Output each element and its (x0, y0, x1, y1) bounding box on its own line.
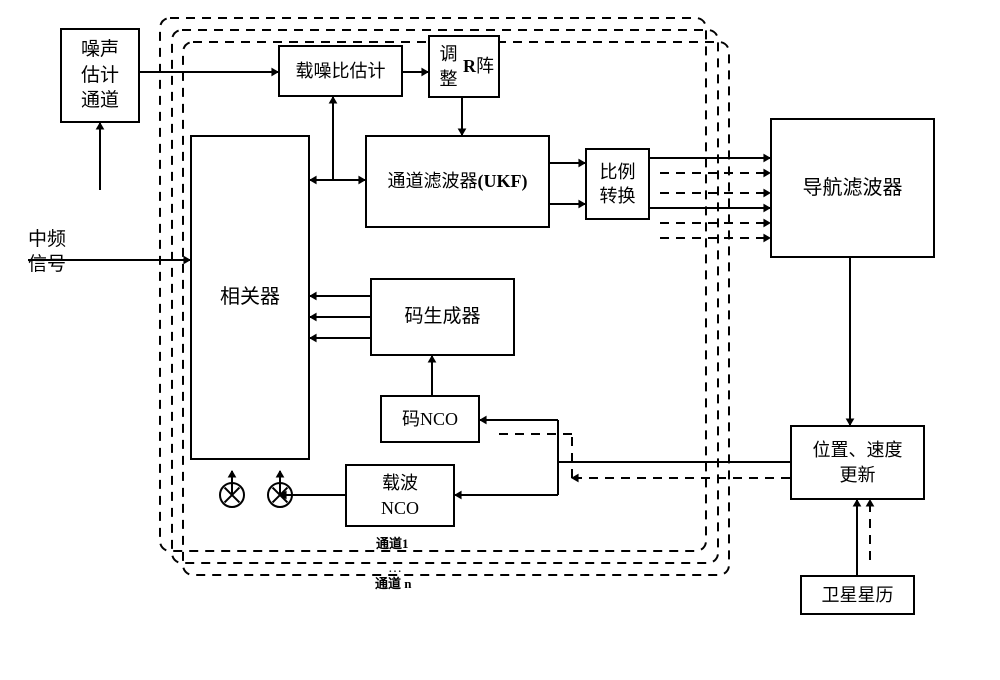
label-if_signal: 中频信号 (28, 228, 66, 277)
block-adjR: 调整R阵 (428, 35, 500, 98)
block-codegen: 码生成器 (370, 278, 515, 356)
block-noise_est: 噪声估计通道 (60, 28, 140, 123)
block-ukf: 通道滤波器(UKF) (365, 135, 550, 228)
block-cnr: 载噪比估计 (278, 45, 403, 97)
block-carrNCO: 载波NCO (345, 464, 455, 527)
block-eph: 卫星星历 (800, 575, 915, 615)
block-corr: 相关器 (190, 135, 310, 460)
block-nav: 导航滤波器 (770, 118, 935, 258)
block-scale: 比例转换 (585, 148, 650, 220)
block-posvel: 位置、速度更新 (790, 425, 925, 500)
diagram-stage: 噪声估计通道 载噪比估计调整R阵通道滤波器(UKF) 比例转换 导航滤波器 相关器码生成… (0, 0, 1000, 680)
label-chn: 通道 n (375, 576, 411, 593)
block-codeNCO: 码NCO (380, 395, 480, 443)
label-ch1: 通道1 (376, 536, 409, 553)
